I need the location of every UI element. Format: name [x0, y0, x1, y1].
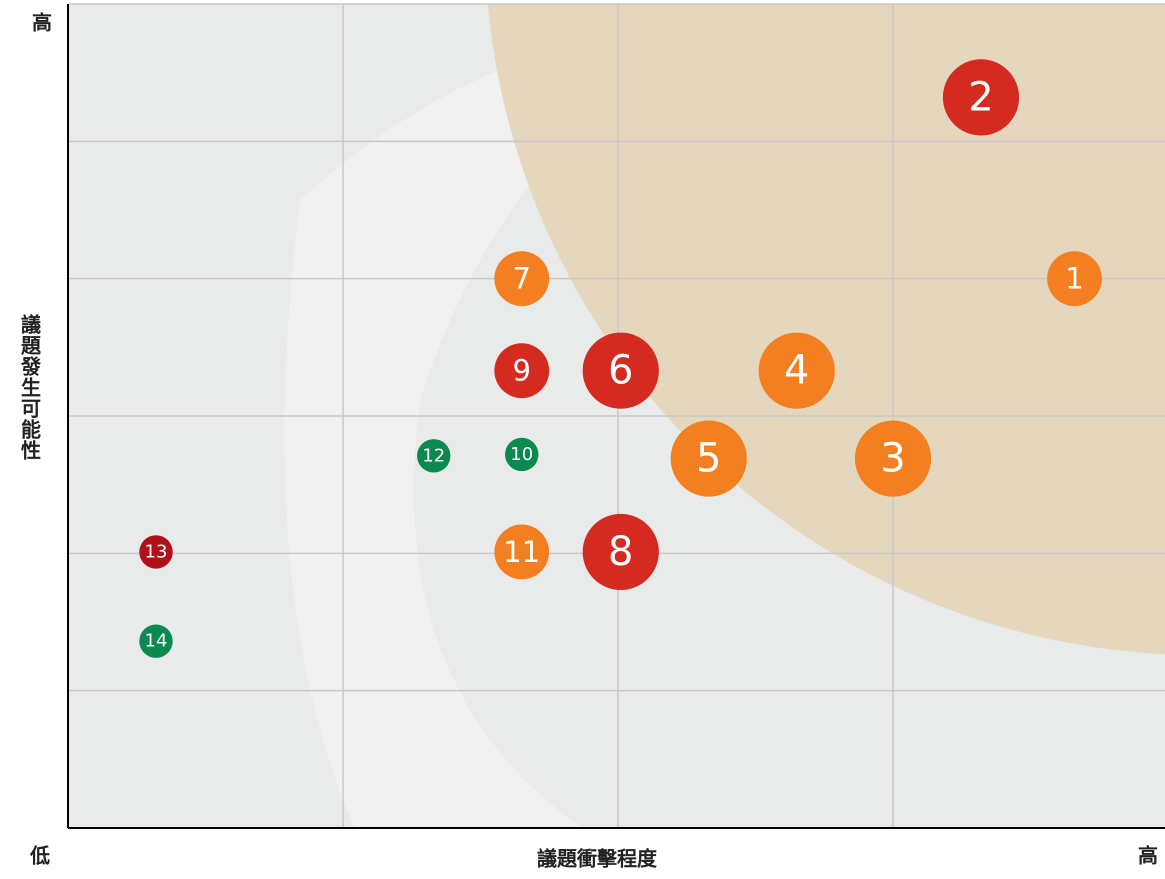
bubble-label: 4	[784, 348, 809, 394]
x-axis-label: 議題衝擊程度	[537, 847, 658, 871]
y-axis-label: 議題發生可能性	[18, 313, 42, 461]
x-high-label: 高	[1138, 844, 1158, 868]
bubble-label: 5	[696, 436, 721, 482]
bubble-label: 11	[503, 535, 540, 569]
bubble	[494, 524, 550, 580]
bubble-label: 13	[145, 541, 168, 562]
bubble	[582, 513, 659, 591]
y-high-label: 高	[32, 11, 52, 35]
priority-zone	[488, 4, 1165, 654]
bubble-label: 2	[968, 74, 993, 120]
bubble	[670, 420, 747, 497]
decoration	[284, 4, 1165, 828]
bubble	[758, 332, 835, 409]
bubble-label: 10	[510, 444, 533, 465]
watermark	[284, 38, 700, 828]
bubble	[139, 535, 173, 569]
bubble-label: 9	[513, 354, 531, 388]
bubble-label: 7	[513, 262, 531, 296]
bubble	[494, 251, 550, 307]
bubble-label: 1	[1065, 262, 1083, 296]
bubble-label: 8	[608, 529, 633, 575]
bubble-label: 3	[880, 436, 905, 482]
bubble-label: 12	[422, 445, 445, 466]
bubble	[494, 343, 550, 399]
bubble	[942, 59, 1020, 136]
x-low-label: 低	[29, 844, 50, 868]
bubble	[854, 420, 932, 497]
bubble	[582, 332, 659, 409]
bubble	[417, 439, 451, 473]
bubble-label: 14	[145, 631, 168, 652]
bubble	[1047, 251, 1102, 307]
bubble	[139, 624, 173, 658]
bubble	[505, 437, 539, 472]
bubble-label: 6	[608, 348, 633, 394]
